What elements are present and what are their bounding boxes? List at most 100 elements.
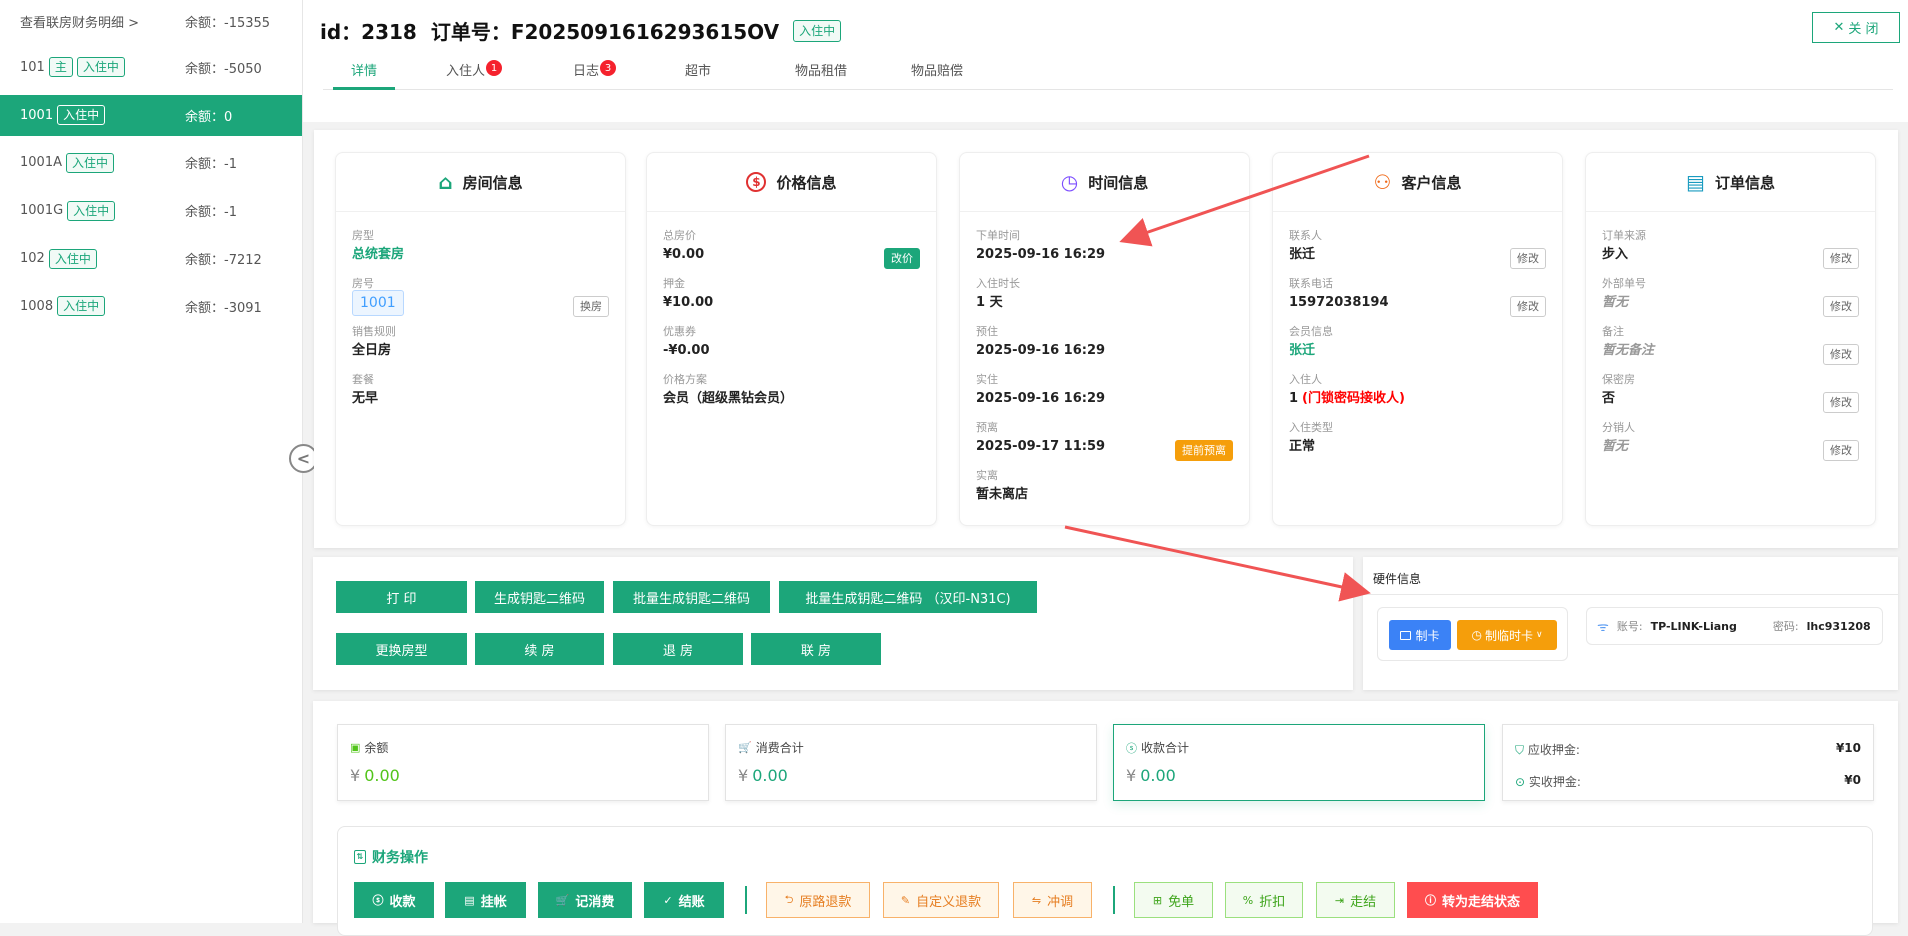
room-name: 1001G 入住中 <box>20 200 185 221</box>
room-status-tag: 入住中 <box>48 248 97 269</box>
card-header: ◷ 时间信息 <box>960 153 1249 212</box>
field-action-button[interactable]: 修改 <box>1823 248 1859 269</box>
finance-button[interactable]: ⇥ 走结 <box>1316 882 1395 918</box>
finance-button[interactable]: ▤ 挂帐 <box>445 882 526 918</box>
info-field: 套餐 无早 <box>352 372 609 420</box>
action-button[interactable]: 续 房 <box>475 633 604 665</box>
finance-title-text: 财务操作 <box>372 850 428 866</box>
tab-0[interactable]: 详情 <box>333 56 395 90</box>
field-action-button[interactable]: 修改 <box>1823 440 1859 461</box>
finance-button[interactable]: % 折扣 <box>1225 882 1303 918</box>
action-button[interactable]: 退 房 <box>613 633 743 665</box>
field-action-button[interactable]: 修改 <box>1823 344 1859 365</box>
status-badge: 入住中 <box>793 19 842 42</box>
collapse-sidebar-button[interactable]: < <box>289 444 318 473</box>
tab-1[interactable]: 入住人 1 <box>446 56 503 90</box>
clock-icon: ◷ <box>1471 628 1482 642</box>
room-balance: 余额：0 <box>185 109 233 125</box>
sidebar-room-row[interactable]: 1001G 入住中 余额：-1 <box>0 190 302 231</box>
order-id: id：2318 <box>320 20 417 44</box>
field-action-button[interactable]: 修改 <box>1823 296 1859 317</box>
room-balance: 余额：-7212 <box>185 253 262 268</box>
sidebar-room-row[interactable]: 1001A 入住中 余额：-1 <box>0 142 302 183</box>
percent-icon: % <box>1242 893 1254 907</box>
finance-button[interactable]: ⊞ 免单 <box>1134 882 1213 918</box>
field-value: 暂无备注 <box>1602 340 1859 362</box>
info-card: ◷ 时间信息 下单时间 2025-09-16 16:29 入住时长 1 天预住 2025-0… <box>959 152 1250 526</box>
field-value: 无早 <box>352 388 609 410</box>
field-action-button[interactable]: 提前预离 <box>1175 440 1233 461</box>
field-action-button[interactable]: 修改 <box>1510 296 1546 317</box>
tab-label: 物品租借 <box>795 64 848 79</box>
field-value: 暂无 <box>1602 292 1859 314</box>
card-header: ▤ 订单信息 <box>1586 153 1875 212</box>
finance-button[interactable]: ✎ 自定义退款 <box>883 882 999 918</box>
value-text: 否 <box>1602 391 1616 406</box>
field-label: 实住 <box>976 373 998 386</box>
page-title: id：2318 订单号：F2025091616293615OV 入住中 <box>320 16 842 45</box>
deposit-summary: ⛉ 应收押金: ¥10 ⊙ 实收押金: ¥0 <box>1502 724 1874 801</box>
close-button[interactable]: ✕ 关 闭 <box>1812 12 1900 43</box>
field-action-button[interactable]: 换房 <box>573 296 609 317</box>
action-button[interactable]: 联 房 <box>751 633 881 665</box>
sidebar-room-row[interactable]: 101 主入住中 余额：-5050 <box>0 47 302 88</box>
make-card-button[interactable]: 制卡 <box>1389 620 1451 650</box>
info-field: 总房价 ¥0.00 改价 <box>663 228 920 276</box>
field-action-button[interactable]: 修改 <box>1510 248 1546 269</box>
room-name: 102 入住中 <box>20 248 185 269</box>
tab-3[interactable]: 超市 <box>685 56 711 90</box>
tab-4[interactable]: 物品租借 <box>795 56 847 90</box>
info-field: 外部单号 暂无 修改 <box>1602 276 1859 324</box>
field-action-button[interactable]: 修改 <box>1823 392 1859 413</box>
tab-2[interactable]: 日志 3 <box>573 56 617 90</box>
card-header: ⚇ 客户信息 <box>1273 153 1562 212</box>
field-value: 1001 <box>352 290 609 316</box>
value-text: 会员（超级黑钻会员） <box>663 391 794 406</box>
sidebar-room-row[interactable]: 查看联房财务明细 > 余额：-15355 <box>0 1 302 42</box>
finance-button-label: 挂帐 <box>480 894 507 910</box>
room-number: 101 <box>20 59 45 75</box>
field-value: 步入 <box>1602 244 1859 266</box>
field-value: -¥0.00 <box>663 340 920 362</box>
room-balance: 余额：-1 <box>185 157 237 173</box>
deposit-due-row: ⛉ 应收押金: ¥10 <box>1515 741 1861 758</box>
info-field: 实离 暂未离店 <box>976 468 1233 516</box>
field-value: 否 <box>1602 388 1859 410</box>
deposit-due-label: 应收押金: <box>1527 743 1580 757</box>
finance-button[interactable]: 🛒 记消费 <box>538 882 632 918</box>
value-text: 无早 <box>352 391 379 406</box>
action-button[interactable]: 批量生成钥匙二维码 （汉印-N31C) <box>779 581 1037 613</box>
value-text: 2025-09-17 11:59 <box>976 439 1106 454</box>
document-icon: ▤ <box>464 893 475 907</box>
finance-button-label: 折扣 <box>1259 894 1286 910</box>
make-temp-card-button[interactable]: ◷ 制临时卡 ∨ <box>1457 620 1557 650</box>
finance-button[interactable]: ⓢ 收款 <box>354 882 434 918</box>
info-field: 价格方案会员（超级黑钻会员） <box>663 372 920 420</box>
field-label: 押金 <box>663 277 685 290</box>
sidebar-room-row[interactable]: 1008 入住中 余额：-3091 <box>0 286 302 327</box>
action-button[interactable]: 批量生成钥匙二维码 <box>613 581 770 613</box>
field-value: 1 (门锁密码接收人) <box>1289 388 1546 410</box>
deposit-received-value: ¥0 <box>1844 773 1861 787</box>
info-card: ⌂ 房间信息 房型 总统套房 房号 1001 换房 销售规则 全日房 套餐 无早 <box>335 152 626 526</box>
field-action-button[interactable]: 改价 <box>884 248 920 269</box>
action-button[interactable]: 打 印 <box>336 581 467 613</box>
room-number-tag[interactable]: 1001 <box>352 290 404 316</box>
field-value: 1 天 <box>976 292 1233 314</box>
action-button[interactable]: 更换房型 <box>336 633 467 665</box>
finance-button[interactable]: ⮌ 原路退款 <box>766 882 870 918</box>
action-button[interactable]: 生成钥匙二维码 <box>475 581 604 613</box>
value-text: 步入 <box>1602 247 1629 262</box>
finance-button[interactable]: ⓘ 转为走结状态 <box>1407 882 1538 918</box>
finance-button[interactable]: ⇋ 冲调 <box>1013 882 1092 918</box>
field-label: 价格方案 <box>663 373 707 386</box>
field-label: 会员信息 <box>1289 325 1333 338</box>
info-field: 入住类型 正常 <box>1289 420 1546 468</box>
chevron-left-icon: < <box>296 449 311 468</box>
room-balance: 余额：-3091 <box>185 300 262 316</box>
stat-amount: 0.00 <box>752 766 788 785</box>
sidebar-room-row[interactable]: 102 入住中 余额：-7212 <box>0 238 302 279</box>
sidebar-room-row[interactable]: 1001 入住中 余额：0 <box>0 94 302 136</box>
tab-5[interactable]: 物品赔偿 <box>911 56 963 90</box>
finance-button[interactable]: ✓ 结账 <box>644 882 724 918</box>
